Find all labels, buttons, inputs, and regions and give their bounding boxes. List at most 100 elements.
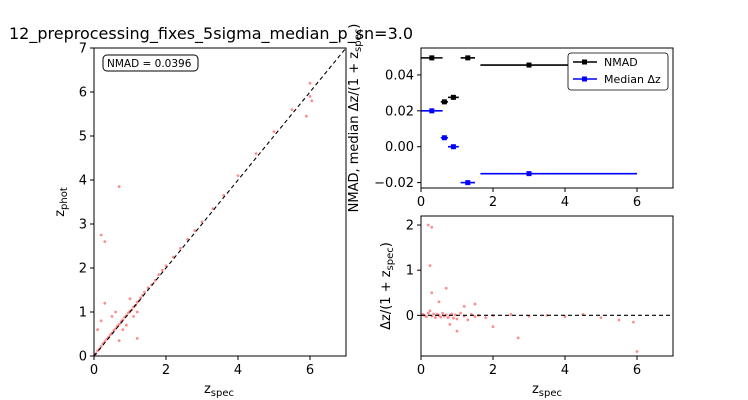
nmad-y-tick-label: −0.02: [374, 176, 414, 191]
main-point: [310, 99, 314, 103]
residual-x-tick-label: 4: [561, 363, 569, 378]
legend-nmad-label: NMAD: [604, 56, 638, 69]
nmad-axes-frame: [420, 47, 674, 189]
main-point: [103, 240, 107, 244]
nmad-marker: [450, 94, 456, 100]
main-x-tick-label: 6: [306, 363, 314, 378]
residual-point: [425, 315, 428, 319]
residual-x-tick-label: 2: [489, 363, 497, 378]
main-point: [99, 319, 103, 323]
main-point: [254, 152, 258, 156]
main-point: [143, 290, 146, 294]
main-point: [117, 322, 121, 326]
main-y-axis-label: zphot: [53, 187, 70, 217]
residual-y-ticks: 0 1 2: [406, 219, 421, 324]
main-point: [200, 220, 204, 224]
main-point: [125, 323, 128, 327]
residual-point: [437, 300, 441, 304]
main-x-ticks: 0 2 4 6: [90, 356, 314, 378]
residual-point: [428, 264, 432, 268]
residual-point: [635, 350, 639, 353]
main-point: [121, 318, 125, 322]
main-point: [308, 81, 312, 85]
residual-point: [599, 316, 603, 320]
residual-point: [434, 316, 437, 320]
main-x-tick-label: 4: [234, 363, 242, 378]
main-point: [121, 328, 125, 331]
main-axes-frame: [93, 47, 347, 357]
main-point: [272, 130, 276, 134]
main-y-ticks: 0 1 2 3 4 5 6 7: [79, 42, 94, 365]
main-point: [108, 333, 112, 337]
main-point: [117, 185, 121, 189]
main-point: [128, 297, 132, 301]
nmad-y-axis-label: NMAD, median Δz/(1 + zspec): [347, 24, 364, 213]
main-point: [96, 328, 99, 331]
figure-title: 12_preprocessing_fixes_5sigma_median_p_s…: [9, 24, 413, 44]
residual-point: [473, 302, 477, 306]
residual-point: [453, 313, 457, 317]
residual-point: [466, 318, 470, 322]
nmad-marker: [429, 55, 435, 61]
main-point: [290, 108, 294, 111]
main-point: [103, 301, 107, 305]
residual-y-tick-label: 2: [406, 219, 414, 234]
main-scatter-points: [94, 81, 314, 356]
residual-scatter-points: [421, 223, 639, 353]
main-point: [135, 310, 139, 314]
main-point: [308, 95, 312, 98]
main-y-tick-label: 0: [79, 350, 87, 365]
residual-point: [484, 316, 488, 320]
nmad-marker: [429, 108, 435, 114]
main-point: [99, 344, 103, 348]
nmad-y-tick-label: 0.04: [385, 68, 414, 83]
residual-point: [430, 291, 434, 295]
residual-x-axis-label: zspec: [532, 382, 562, 399]
residual-point: [632, 320, 635, 324]
residual-point: [455, 317, 459, 321]
main-y-tick-label: 3: [79, 218, 87, 233]
residual-point: [446, 316, 450, 320]
residual-x-tick-label: 6: [633, 363, 641, 378]
nmad-x-tick-label: 0: [417, 195, 425, 210]
residual-point: [426, 223, 430, 227]
main-y-tick-label: 1: [79, 306, 87, 321]
main-point: [132, 315, 136, 318]
nmad-marker: [441, 135, 447, 141]
residual-y-tick-label: 1: [406, 264, 414, 279]
main-point: [236, 174, 240, 178]
residual-y-tick-label: 0: [406, 309, 414, 324]
residual-point: [452, 316, 455, 320]
residual-point: [455, 329, 459, 333]
residual-x-ticks: 0 2 4 6: [417, 356, 641, 378]
main-point: [157, 273, 161, 276]
legend-median-marker: [582, 76, 587, 82]
main-point: [179, 246, 182, 250]
legend-median-label: Median Δz: [604, 73, 661, 86]
residual-point: [430, 225, 434, 229]
residual-axes-frame: [420, 215, 674, 357]
residual-point: [426, 311, 430, 315]
main-point: [117, 339, 121, 342]
residual-point: [473, 315, 477, 319]
main-x-tick-label: 2: [162, 363, 170, 378]
main-point: [105, 337, 108, 341]
main-y-tick-label: 7: [79, 42, 87, 57]
legend-nmad-marker: [582, 59, 587, 65]
main-y-tick-label: 4: [79, 174, 87, 189]
main-y-tick-label: 2: [79, 262, 87, 277]
nmad-x-tick-label: 2: [489, 195, 497, 210]
residual-point: [516, 336, 520, 340]
residual-y-axis-label: Δz/(1 + zspec): [379, 242, 396, 330]
nmad-marker: [450, 144, 456, 150]
residual-point: [444, 286, 448, 290]
main-identity-line: [93, 47, 347, 357]
nmad-series-1: [421, 108, 637, 186]
main-y-tick-label: 6: [79, 86, 87, 101]
main-point: [135, 300, 139, 304]
nmad-y-tick-label: 0.00: [385, 140, 414, 155]
residual-point: [448, 322, 452, 326]
main-point: [112, 329, 116, 332]
nmad-y-ticks: −0.02 0.00 0.02 0.04: [374, 68, 421, 191]
